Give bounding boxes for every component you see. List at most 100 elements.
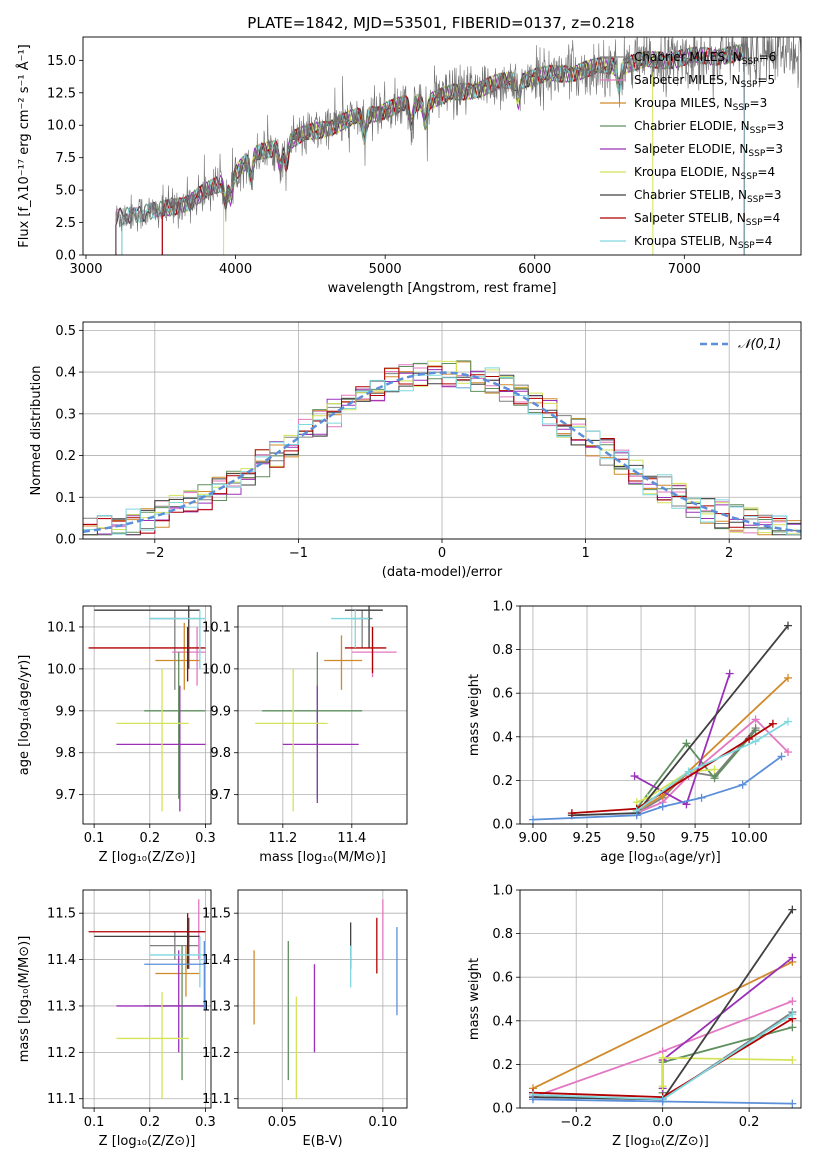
y-tick-label: 11.1 bbox=[202, 1092, 231, 1107]
x-tick-label: 7000 bbox=[668, 262, 701, 277]
data-point bbox=[149, 610, 206, 669]
legend-label: Kroupa ELODIE, NSSP=4 bbox=[634, 165, 775, 182]
y-tick-label: 1.0 bbox=[492, 600, 513, 615]
x-tick-label: 11.4 bbox=[337, 831, 366, 846]
point-marker bbox=[751, 737, 760, 746]
y-tick-label: 11.5 bbox=[47, 907, 76, 922]
x-tick-label: 0.3 bbox=[195, 1115, 216, 1130]
y-tick-label: 0.0 bbox=[55, 249, 76, 264]
x-tick-label: 9.50 bbox=[627, 831, 656, 846]
y-tick-label: 11.3 bbox=[47, 999, 76, 1014]
residual-histogram bbox=[83, 367, 801, 536]
grid-age_vs_mass bbox=[238, 606, 407, 824]
x-tick-label: 0.0 bbox=[652, 1115, 673, 1130]
point-marker bbox=[710, 774, 719, 783]
grid-age_vs_Z bbox=[83, 606, 211, 824]
axes-frame bbox=[237, 605, 408, 825]
mass-weight-line bbox=[532, 755, 783, 821]
normal-reference-curve bbox=[83, 371, 801, 533]
legend-label: 𝒩(0,1) bbox=[738, 337, 781, 352]
y-axis-label: mass weight bbox=[467, 674, 482, 756]
y-tick-label: 11.2 bbox=[47, 1046, 76, 1061]
y-tick-label: 0.3 bbox=[55, 407, 76, 422]
point-marker bbox=[788, 1023, 797, 1032]
point-marker bbox=[697, 793, 706, 802]
panel-age_vs_mass: 11.2 11.4 9.7 9.8 9.9 10.0 10.1 mass [log₁₀(M/M… bbox=[202, 605, 408, 865]
y-tick-label: 11.1 bbox=[47, 1092, 76, 1107]
y-tick-label: 0.5 bbox=[55, 324, 76, 339]
data-point bbox=[88, 626, 206, 682]
plot-mass_weight_vs_age bbox=[528, 621, 793, 824]
y-tick-label: 9.7 bbox=[210, 788, 231, 803]
data-point bbox=[149, 936, 206, 988]
plot-age_vs_mass bbox=[255, 606, 397, 812]
grid-mass_vs_ebv bbox=[238, 890, 407, 1108]
y-tick-label: 11.3 bbox=[202, 999, 231, 1014]
axes-frame bbox=[82, 321, 802, 540]
plot-residuals bbox=[83, 360, 801, 536]
x-tick-label: 0.1 bbox=[84, 831, 105, 846]
data-point bbox=[116, 668, 189, 812]
y-axis-label: Flux [f_λ10⁻¹⁷ erg cm⁻² s⁻¹ Å⁻¹] bbox=[16, 44, 32, 248]
x-axis-label: Z [log₁₀(Z/Z⊙)] bbox=[99, 850, 196, 865]
panel-mass_weight_vs_Z: −0.2 0.0 0.2 0.0 0.2 0.4 0.6 0.8 1.0 Z [log₁₀(Z/Z… bbox=[467, 884, 802, 1149]
y-tick-label: 0.4 bbox=[55, 366, 76, 381]
panel-mass_vs_ebv: 0.05 0.10 11.1 11.2 11.3 11.4 11.5 E(B-V) bbox=[202, 889, 408, 1149]
data-point bbox=[351, 626, 397, 678]
y-tick-label: 9.8 bbox=[55, 746, 76, 761]
point-marker bbox=[567, 809, 576, 818]
residual-histogram bbox=[83, 360, 801, 536]
legend-label: Salpeter ELODIE, NSSP=3 bbox=[634, 142, 783, 159]
x-axis-label: (data-model)/error bbox=[382, 565, 503, 580]
data-point bbox=[144, 941, 206, 1011]
point-marker bbox=[777, 752, 786, 761]
mass-weight-line bbox=[532, 961, 793, 1090]
y-tick-label: 0.4 bbox=[492, 730, 513, 745]
x-tick-label: 0.2 bbox=[139, 831, 160, 846]
grid-mass_weight_vs_age bbox=[520, 605, 801, 825]
y-tick-label: 10.0 bbox=[202, 662, 231, 677]
point-marker bbox=[788, 905, 797, 914]
x-tick-label: 1 bbox=[581, 546, 589, 561]
x-axis-label: mass [log₁₀(M/M⊙)] bbox=[259, 850, 386, 865]
y-tick-label: 15.0 bbox=[47, 54, 76, 69]
y-tick-label: 9.7 bbox=[55, 788, 76, 803]
y-tick-label: 11.4 bbox=[47, 953, 76, 968]
y-axis-label: mass weight bbox=[467, 958, 482, 1040]
data-point bbox=[344, 606, 383, 648]
y-tick-label: 11.4 bbox=[202, 953, 231, 968]
x-tick-label: 6000 bbox=[518, 262, 551, 277]
plot-spectrum bbox=[115, 37, 801, 255]
grid-mass_weight_vs_Z bbox=[520, 889, 801, 1109]
point-marker bbox=[658, 1053, 667, 1062]
point-marker bbox=[788, 953, 797, 962]
panel-mass_weight_vs_age: 9.00 9.25 9.50 9.75 10.00 0.0 0.2 0.4 0.6 0.8 1.0 a… bbox=[467, 600, 802, 865]
point-marker bbox=[725, 669, 734, 678]
x-tick-label: −2 bbox=[145, 546, 164, 561]
data-point bbox=[155, 945, 200, 997]
data-point bbox=[255, 668, 328, 812]
y-tick-label: 0.8 bbox=[492, 927, 513, 942]
x-axis-label: wavelength [Angstrom, rest frame] bbox=[328, 281, 557, 296]
data-point bbox=[88, 913, 206, 969]
point-marker bbox=[788, 1010, 797, 1019]
x-tick-label: 0.2 bbox=[739, 1115, 760, 1130]
point-marker bbox=[684, 767, 693, 776]
x-tick-label: 11.2 bbox=[268, 831, 297, 846]
data-point bbox=[116, 950, 206, 1053]
data-point bbox=[155, 622, 200, 690]
point-marker bbox=[784, 621, 793, 630]
x-tick-label: 0.05 bbox=[268, 1115, 297, 1130]
data-point bbox=[144, 945, 206, 1081]
x-tick-label: 9.25 bbox=[573, 831, 602, 846]
y-axis-label: mass [log₁₀(M/M⊙)] bbox=[17, 936, 32, 1063]
axes-frame bbox=[82, 605, 212, 825]
x-tick-label: 10.00 bbox=[731, 831, 768, 846]
point-marker bbox=[528, 815, 537, 824]
plot-age_vs_Z bbox=[88, 606, 206, 812]
axes-frame bbox=[519, 889, 802, 1109]
x-tick-label: −0.2 bbox=[560, 1115, 592, 1130]
legend-label: Chabrier STELIB, NSSP=3 bbox=[634, 188, 782, 205]
x-tick-label: 0.2 bbox=[139, 1115, 160, 1130]
